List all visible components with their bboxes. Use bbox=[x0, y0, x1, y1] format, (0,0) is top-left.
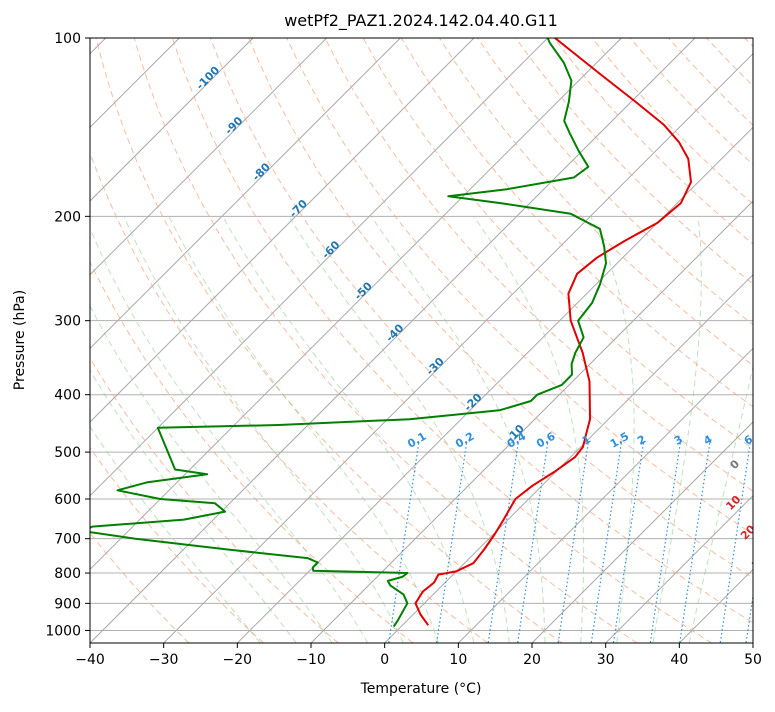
y-tick-label: 600 bbox=[54, 492, 81, 508]
x-tick-label: 30 bbox=[597, 652, 615, 668]
y-axis-label: Pressure (hPa) bbox=[12, 290, 28, 390]
y-tick-label: 400 bbox=[54, 388, 81, 404]
x-tick-label: −40 bbox=[75, 652, 105, 668]
y-tick-label: 800 bbox=[54, 566, 81, 582]
y-tick-label: 200 bbox=[54, 209, 81, 225]
y-tick-label: 500 bbox=[54, 445, 81, 461]
chart-title: wetPf2_PAZ1.2024.142.04.40.G11 bbox=[284, 11, 558, 31]
x-tick-label: 10 bbox=[449, 652, 467, 668]
x-tick-label: 0 bbox=[380, 652, 389, 668]
x-tick-label: 40 bbox=[670, 652, 688, 668]
x-tick-label: −20 bbox=[223, 652, 253, 668]
x-tick-label: 20 bbox=[523, 652, 541, 668]
x-tick-label: −30 bbox=[149, 652, 179, 668]
x-tick-label: 50 bbox=[744, 652, 762, 668]
y-tick-label: 900 bbox=[54, 596, 81, 612]
y-tick-label: 700 bbox=[54, 532, 81, 548]
y-tick-label: 300 bbox=[54, 314, 81, 330]
x-tick-label: −10 bbox=[296, 652, 326, 668]
x-axis-label: Temperature (°C) bbox=[360, 681, 482, 697]
y-tick-label: 100 bbox=[54, 31, 81, 47]
y-tick-label: 1000 bbox=[45, 623, 81, 639]
